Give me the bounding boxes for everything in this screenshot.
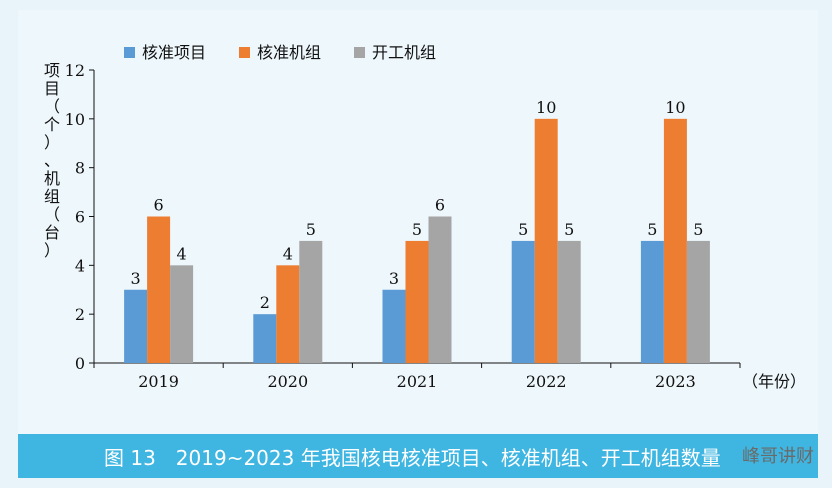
x-tick-label: 2019 <box>138 372 179 391</box>
y-axis-title-char: 、 <box>44 151 60 170</box>
y-tick-label: 2 <box>75 305 85 324</box>
legend-swatch <box>239 47 250 58</box>
legend-swatch <box>354 47 365 58</box>
bar <box>382 289 406 363</box>
bar <box>405 240 429 363</box>
legend-swatch <box>124 47 135 58</box>
watermark-text: 峰哥讲财 <box>742 446 814 467</box>
bar <box>686 240 710 363</box>
data-label: 3 <box>389 269 399 288</box>
data-label: 2 <box>260 293 270 312</box>
x-tick-label: 2021 <box>397 372 438 391</box>
y-axis-title-char: 组 <box>44 187 60 206</box>
y-tick-label: 12 <box>65 61 85 80</box>
y-tick-label: 6 <box>75 208 85 227</box>
y-axis-title-char: ） <box>44 133 60 152</box>
bar <box>511 240 535 363</box>
y-axis-title-char: 个 <box>44 115 60 134</box>
data-label: 10 <box>665 98 685 117</box>
data-label: 5 <box>412 220 422 239</box>
data-label: 6 <box>154 196 164 215</box>
y-axis-title-char: ） <box>44 241 60 260</box>
data-label: 4 <box>283 244 293 263</box>
y-axis-title-char: 台 <box>44 223 60 242</box>
y-axis-title-char: （ <box>44 205 60 224</box>
data-label: 3 <box>131 269 141 288</box>
legend-label: 核准机组 <box>257 43 321 62</box>
x-tick-label: 2022 <box>526 372 567 391</box>
data-label: 5 <box>647 220 657 239</box>
data-label: 5 <box>306 220 316 239</box>
bar <box>147 216 171 363</box>
bar <box>276 265 300 363</box>
y-axis-title-char: （ <box>44 97 60 116</box>
legend-label: 开工机组 <box>372 43 436 62</box>
x-tick-label: 2023 <box>655 372 696 391</box>
y-tick-label: 10 <box>65 110 85 129</box>
legend-label: 核准项目 <box>142 43 206 62</box>
caption-bar: 图 13 2019~2023 年我国核电核准项目、核准机组、开工机组数量 <box>18 434 818 478</box>
x-tick-label: 2020 <box>267 372 308 391</box>
data-label: 4 <box>177 244 187 263</box>
y-axis-title-char: 目 <box>44 79 60 98</box>
bar <box>640 240 664 363</box>
bar <box>253 314 277 363</box>
bar <box>428 216 452 363</box>
data-label: 6 <box>435 196 445 215</box>
bar <box>534 118 558 363</box>
data-label: 5 <box>693 220 703 239</box>
bar <box>124 289 148 363</box>
y-tick-label: 4 <box>75 256 85 275</box>
bar <box>663 118 687 363</box>
data-label: 5 <box>518 220 528 239</box>
data-label: 5 <box>564 220 574 239</box>
y-tick-label: 0 <box>75 354 85 373</box>
bar <box>170 265 194 363</box>
y-axis-title-char: 机 <box>44 169 60 188</box>
y-axis-title-char: 项 <box>44 61 60 80</box>
x-axis-title: （年份） <box>742 372 806 391</box>
y-tick-label: 8 <box>75 159 85 178</box>
bar <box>299 240 323 363</box>
figure-caption: 图 13 2019~2023 年我国核电核准项目、核准机组、开工机组数量 <box>104 445 721 470</box>
data-label: 10 <box>536 98 556 117</box>
bar <box>557 240 581 363</box>
